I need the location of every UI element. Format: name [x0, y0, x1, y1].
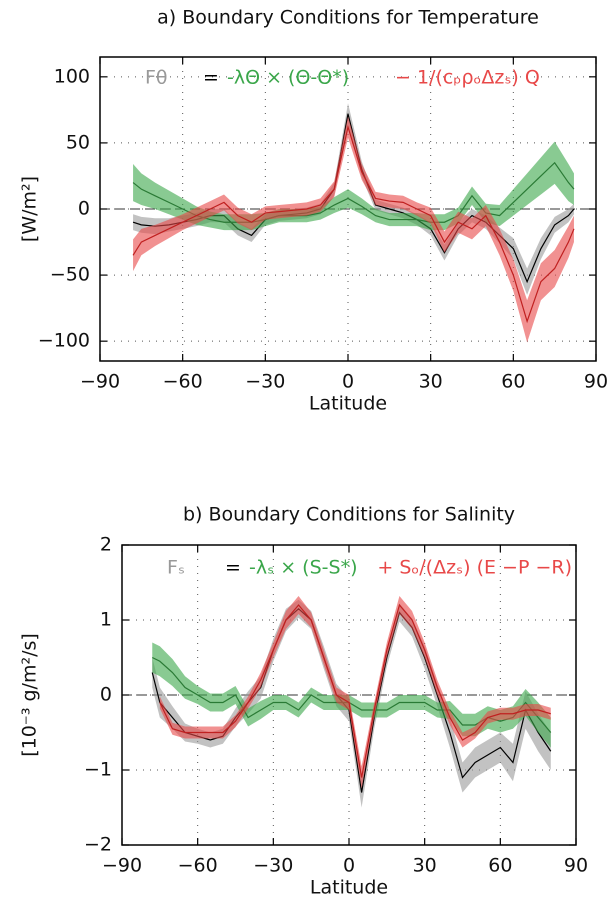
- y-axis-label: [W/m²]: [19, 176, 41, 242]
- y-tick-label: −50: [50, 264, 90, 286]
- x-tick-label: 30: [413, 855, 437, 877]
- x-tick-label: −90: [80, 371, 120, 393]
- x-tick-label: −60: [178, 855, 218, 877]
- x-tick-label: −30: [245, 371, 285, 393]
- x-tick-label: −30: [253, 855, 293, 877]
- x-tick-label: −90: [102, 855, 142, 877]
- x-tick-label: 90: [584, 371, 608, 393]
- y-tick-label: 0: [78, 198, 90, 220]
- legend-entry: Fₛ: [167, 557, 185, 579]
- y-tick-label: 1: [100, 609, 112, 631]
- x-tick-label: 60: [501, 371, 525, 393]
- x-tick-label: 60: [488, 855, 512, 877]
- y-tick-label: −100: [38, 330, 90, 352]
- uncertainty-band: [152, 642, 551, 748]
- x-tick-label: −60: [163, 371, 203, 393]
- uncertainty-band: [133, 116, 574, 343]
- legend-entry: -λΘ × (Θ-Θ*): [227, 67, 349, 89]
- y-tick-label: 0: [100, 684, 112, 706]
- y-axis-label: [10⁻³ g/m²/s]: [19, 633, 41, 757]
- legend-entry: + Sₒ/(Δzₛ) (E −P −R): [377, 557, 572, 579]
- legend-operator: =: [203, 67, 219, 89]
- x-axis-label: Latitude: [310, 877, 388, 899]
- legend-entry: Fθ: [145, 67, 168, 89]
- legend-entry: -λₛ × (S-S*): [249, 557, 358, 579]
- x-tick-label: 0: [342, 371, 354, 393]
- series-line: [132, 124, 575, 324]
- chart-title: a) Boundary Conditions for Temperature: [157, 7, 539, 29]
- y-tick-label: 100: [54, 65, 90, 87]
- y-tick-label: 50: [66, 131, 90, 153]
- y-tick-label: −2: [84, 834, 112, 856]
- legend-operator: =: [225, 557, 241, 579]
- x-tick-label: 0: [343, 855, 355, 877]
- y-tick-label: 2: [100, 534, 112, 556]
- chart-title: b) Boundary Conditions for Salinity: [183, 504, 515, 526]
- x-axis-label: Latitude: [309, 393, 387, 415]
- x-tick-label: 30: [419, 371, 443, 393]
- y-tick-label: −1: [84, 759, 112, 781]
- x-tick-label: 90: [564, 855, 588, 877]
- series-line: [159, 603, 551, 778]
- legend-entry: − 1/(cₚρₒΔzₛ) Q: [395, 67, 540, 89]
